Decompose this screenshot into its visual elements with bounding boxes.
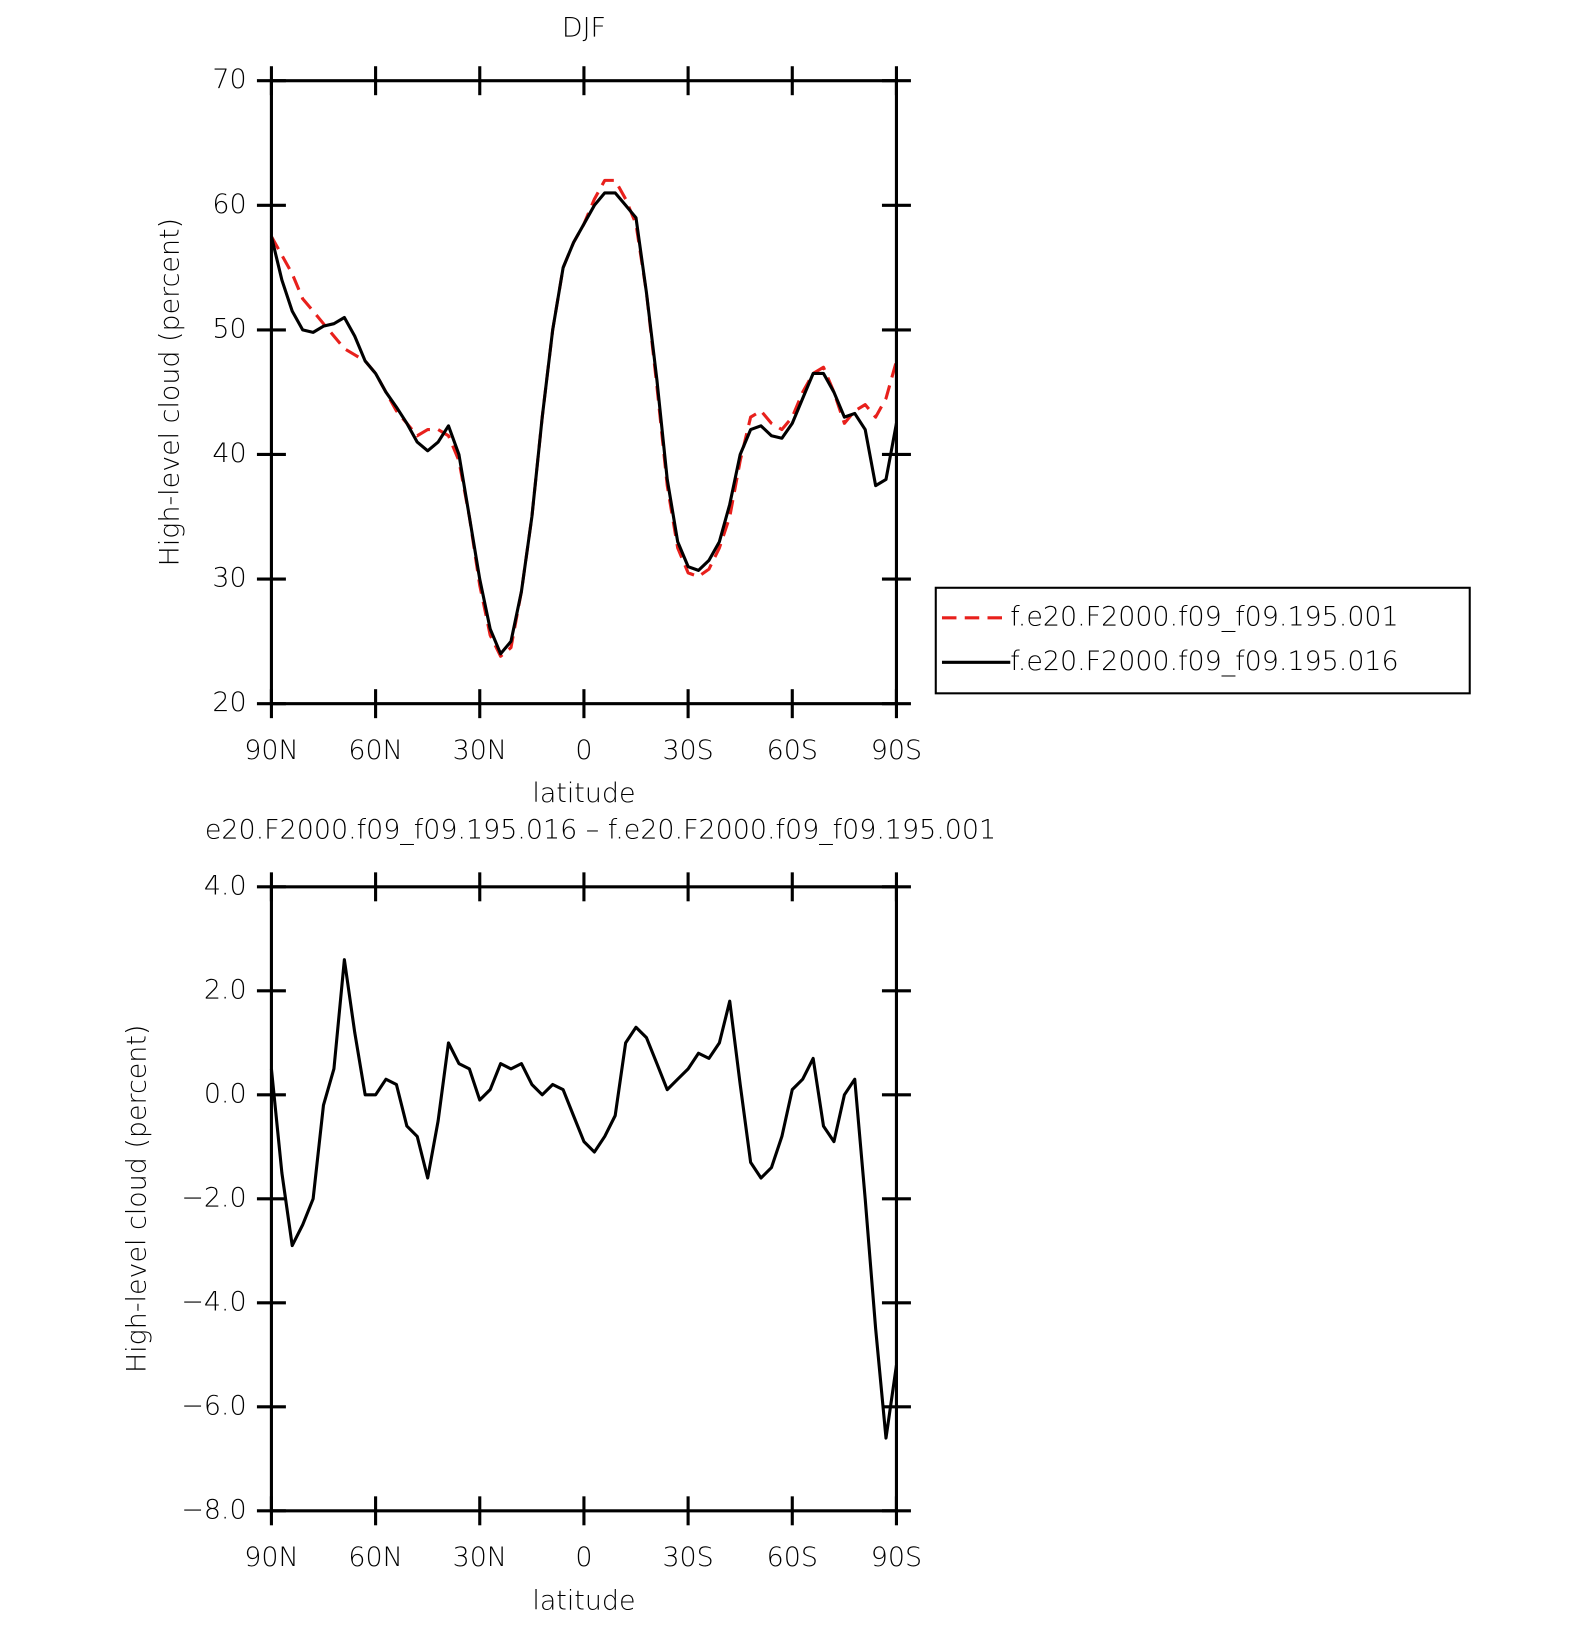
y-tick-label: 50: [212, 313, 246, 344]
chart-title: e20.F2000.f09_f09.195.016 – f.e20.F2000.…: [205, 814, 996, 845]
x-tick-label: 60N: [348, 735, 402, 766]
y-tick-label: −2.0: [181, 1182, 246, 1213]
y-tick-label: 30: [212, 563, 246, 594]
y-tick-label: −4.0: [181, 1286, 246, 1317]
x-tick-label: 90S: [871, 735, 922, 766]
data-line: [270, 178, 898, 658]
y-tick-label: 40: [212, 438, 246, 469]
legend-box: [934, 586, 1471, 695]
y-tick-label: −8.0: [181, 1494, 246, 1525]
x-axis-label: latitude: [532, 778, 635, 809]
data-line: [269, 191, 898, 656]
x-tick-label: 0: [575, 735, 592, 766]
x-tick-label: 0: [575, 1542, 592, 1573]
y-tick-label: 60: [212, 189, 246, 220]
x-tick-label: 60N: [348, 1542, 402, 1573]
legend-label: f.e20.F2000.f09_f09.195.016: [1010, 646, 1398, 677]
x-tick-label: 90N: [244, 735, 298, 766]
y-tick-label: 4.0: [204, 870, 247, 901]
x-tick-label: 60S: [767, 735, 818, 766]
y-axis-label: High-level cloud (percent): [155, 218, 186, 566]
x-tick-label: 30N: [453, 1542, 507, 1573]
data-line: [269, 958, 898, 1440]
x-tick-label: 30S: [662, 1542, 713, 1573]
plot-frame: [269, 885, 898, 1513]
legend-label: f.e20.F2000.f09_f09.195.001: [1010, 601, 1398, 632]
x-axis-label: latitude: [532, 1585, 635, 1616]
x-tick-label: 30N: [453, 735, 507, 766]
chart-title: DJF: [562, 12, 606, 43]
y-tick-label: −6.0: [181, 1390, 246, 1421]
y-tick-label: 70: [212, 64, 246, 95]
x-tick-label: 90N: [244, 1542, 298, 1573]
x-tick-label: 30S: [662, 735, 713, 766]
x-tick-label: 60S: [767, 1542, 818, 1573]
y-tick-label: 0.0: [204, 1078, 247, 1109]
y-tick-label: 20: [212, 687, 246, 718]
y-tick-label: 2.0: [204, 974, 247, 1005]
y-axis-label: High-level cloud (percent): [121, 1025, 152, 1373]
x-tick-label: 90S: [871, 1542, 922, 1573]
